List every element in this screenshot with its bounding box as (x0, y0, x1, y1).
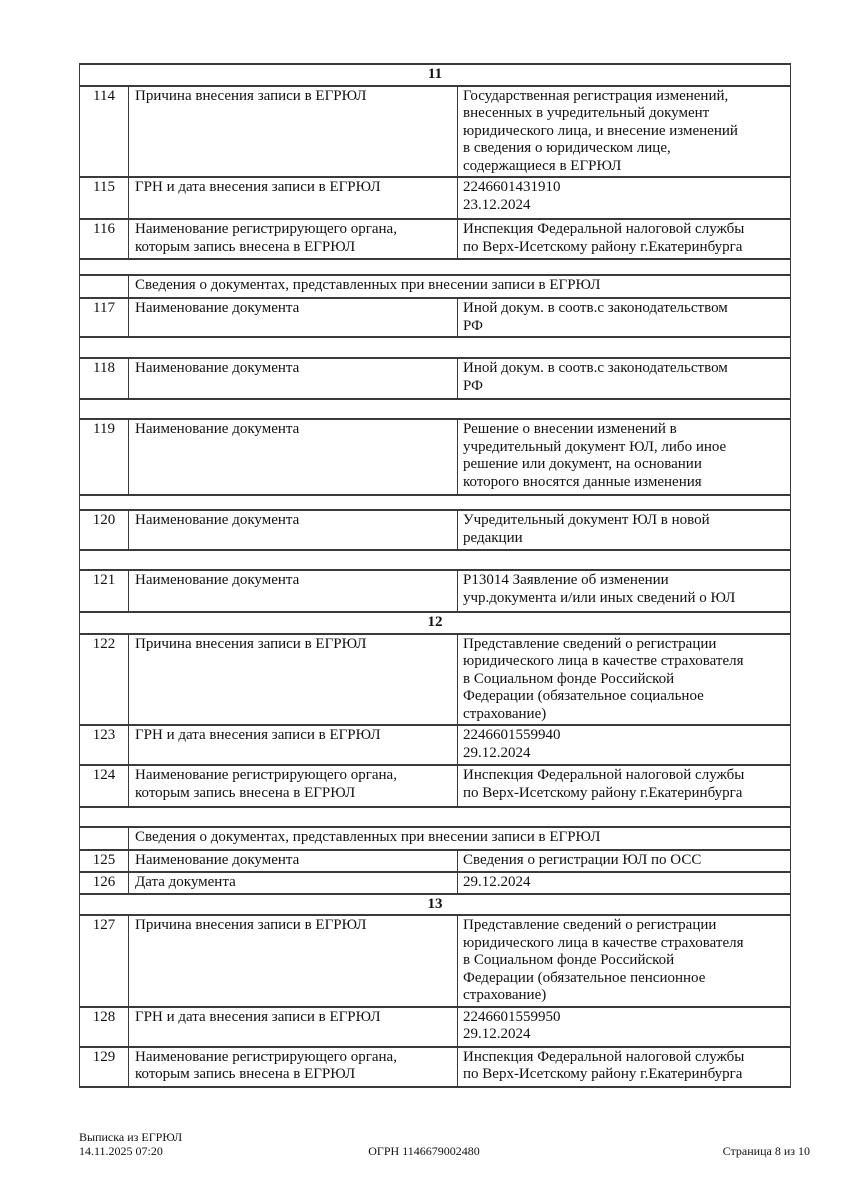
section-header-row: 13 (78, 892, 792, 916)
row-label: Наименование документа (128, 509, 458, 551)
row-value: Государственная регистрация изменений, в… (456, 84, 792, 178)
row-number: 126 (79, 870, 129, 895)
row-value: Иной докум. в соотв.с законодательством … (456, 297, 792, 338)
row-label: Наименование документа (128, 569, 458, 613)
empty-number-cell (79, 826, 129, 851)
spacer-cell (78, 336, 792, 359)
section-number: 11 (78, 63, 792, 87)
row-number: 115 (79, 176, 129, 220)
egrul-records-table: 11 114 Причина внесения записи в ЕГРЮЛ Госу… (78, 63, 792, 1088)
row-label: ГРН и дата внесения записи в ЕГРЮЛ (128, 724, 458, 766)
row-value: Представление сведений о регистрации юри… (456, 632, 792, 726)
row-label: Причина внесения записи в ЕГРЮЛ (128, 914, 458, 1008)
row-number: 121 (79, 569, 129, 613)
row-value: 2246601431910 23.12.2024 (456, 176, 792, 220)
table-row-117: 117 Наименование документа Иной докум. в с… (79, 297, 792, 338)
row-value: Инспекция Федеральной налоговой службы п… (456, 218, 792, 260)
row-label: Причина внесения записи в ЕГРЮЛ (128, 84, 458, 178)
row-number: 120 (79, 509, 129, 551)
row-value: Иной докум. в соотв.с законодательством … (456, 357, 792, 400)
footer-doc-title: Выписка из ЕГРЮЛ (79, 1130, 183, 1144)
row-value: Инспекция Федеральной налоговой службы п… (456, 1045, 792, 1088)
row-number: 129 (79, 1045, 129, 1088)
table-row-121: 121 Наименование документа Р13014 Заявлени… (79, 569, 792, 613)
table-row-116: 116 Наименование регистрирующего органа, … (79, 218, 792, 260)
section-header-row: 12 (78, 611, 792, 635)
row-value: Р13014 Заявление об изменении учр.докуме… (456, 569, 792, 613)
spacer-cell (78, 258, 792, 276)
table-row-129: 129 Наименование регистрирующего органа, … (79, 1045, 792, 1088)
row-label: Наименование регистрирующего органа, кот… (128, 1045, 458, 1088)
row-number: 117 (79, 297, 129, 338)
row-value: Представление сведений о регистрации юри… (456, 914, 792, 1008)
empty-number-cell (79, 274, 129, 299)
table-row-126: 126 Дата документа 29.12.2024 (79, 870, 792, 895)
row-label: ГРН и дата внесения записи в ЕГРЮЛ (128, 1005, 458, 1048)
row-label: Наименование документа (128, 297, 458, 338)
table-row-115: 115 ГРН и дата внесения записи в ЕГРЮЛ 224… (79, 176, 792, 220)
footer-datetime: 14.11.2025 07:20 (79, 1143, 163, 1158)
row-number: 125 (79, 849, 129, 873)
footer-page-number: Страница 8 из 10 (722, 1144, 810, 1158)
table-row-127: 127 Причина внесения записи в ЕГРЮЛ Предст… (79, 914, 792, 1008)
subsection-title: Сведения о документах, представленных пр… (127, 274, 792, 299)
spacer-cell (78, 398, 792, 420)
spacer-row (78, 494, 792, 511)
row-label: Наименование регистрирующего органа, кот… (128, 218, 458, 260)
subsection-header-row: Сведения о документах, представленных пр… (79, 826, 792, 851)
section-number: 13 (78, 892, 792, 916)
spacer-cell (78, 806, 792, 828)
row-label: Наименование документа (128, 357, 458, 400)
section-header-row: 11 (78, 63, 792, 87)
row-value: Сведения о регистрации ЮЛ по ОСС (456, 849, 792, 873)
row-label: Наименование регистрирующего органа, кот… (128, 764, 458, 808)
row-number: 124 (79, 764, 129, 808)
footer-left: Выписка из ЕГРЮЛ 14.11.2025 07:20 (79, 1130, 183, 1158)
row-label: Дата документа (128, 870, 458, 895)
spacer-row (78, 806, 792, 828)
row-value: 29.12.2024 (456, 870, 792, 895)
table-row-120: 120 Наименование документа Учредительный д… (79, 509, 792, 551)
spacer-row (78, 398, 792, 420)
table-row-128: 128 ГРН и дата внесения записи в ЕГРЮЛ 224… (79, 1005, 792, 1048)
row-label: Причина внесения записи в ЕГРЮЛ (128, 632, 458, 726)
row-value: 2246601559950 29.12.2024 (456, 1005, 792, 1048)
table-row-125: 125 Наименование документа Сведения о реги… (79, 849, 792, 873)
table-row-114: 114 Причина внесения записи в ЕГРЮЛ Госуда… (79, 84, 792, 178)
table-row-119: 119 Наименование документа Решение о внесе… (79, 418, 792, 496)
row-number: 127 (79, 914, 129, 1008)
row-number: 119 (79, 418, 129, 496)
spacer-row (78, 258, 792, 276)
row-value: 2246601559940 29.12.2024 (456, 724, 792, 766)
subsection-title: Сведения о документах, представленных пр… (127, 826, 792, 851)
table-row-122: 122 Причина внесения записи в ЕГРЮЛ Предст… (79, 632, 792, 726)
spacer-row (78, 549, 792, 571)
row-number: 122 (79, 632, 129, 726)
row-value: Учредительный документ ЮЛ в новой редакц… (456, 509, 792, 551)
section-number: 12 (78, 611, 792, 635)
row-label: ГРН и дата внесения записи в ЕГРЮЛ (128, 176, 458, 220)
row-number: 123 (79, 724, 129, 766)
spacer-cell (78, 549, 792, 571)
footer-ogrn: ОГРН 1146679002480 (368, 1144, 480, 1158)
row-value: Решение о внесении изменений в учредител… (456, 418, 792, 496)
table-row-124: 124 Наименование регистрирующего органа, … (79, 764, 792, 808)
row-number: 114 (79, 84, 129, 178)
egrul-table-body: 11 114 Причина внесения записи в ЕГРЮЛ Госу… (78, 63, 792, 1088)
spacer-cell (78, 494, 792, 511)
row-label: Наименование документа (128, 849, 458, 873)
spacer-row (78, 336, 792, 359)
row-number: 118 (79, 357, 129, 400)
row-label: Наименование документа (128, 418, 458, 496)
row-number: 116 (79, 218, 129, 260)
row-value: Инспекция Федеральной налоговой службы п… (456, 764, 792, 808)
row-number: 128 (79, 1005, 129, 1048)
subsection-header-row: Сведения о документах, представленных пр… (79, 274, 792, 299)
table-row-118: 118 Наименование документа Иной докум. в с… (79, 357, 792, 400)
table-row-123: 123 ГРН и дата внесения записи в ЕГРЮЛ 224… (79, 724, 792, 766)
